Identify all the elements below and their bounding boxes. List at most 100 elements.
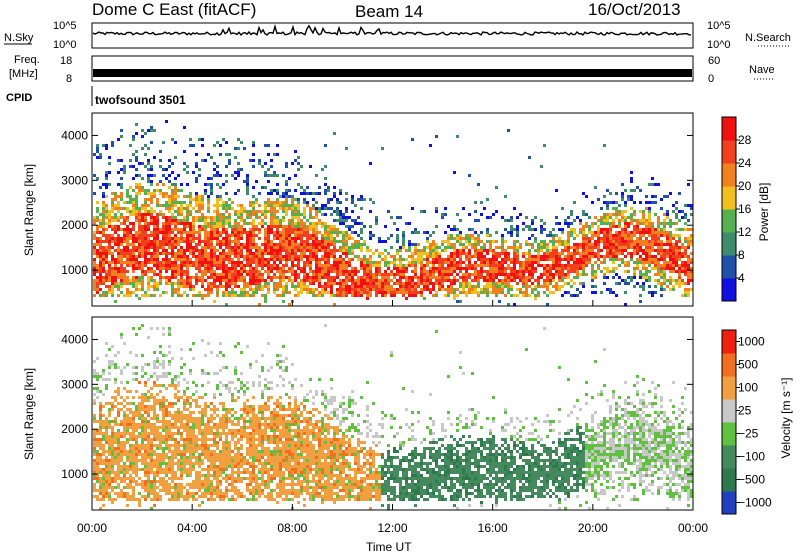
heatmap-cell [555,222,558,225]
heatmap-cell [663,264,666,267]
heatmap-cell [495,240,498,243]
heatmap-cell [282,207,285,210]
heatmap-cell [210,240,213,243]
heatmap-cell [327,252,330,255]
heatmap-cell [270,207,273,210]
heatmap-cell [660,249,663,252]
heatmap-cell [576,249,579,252]
heatmap-cell [312,231,315,234]
heatmap-cell [531,222,534,225]
heatmap-cell [288,270,291,273]
heatmap-cell [135,216,138,219]
heatmap-cell [144,231,147,234]
heatmap-cell [249,204,252,207]
heatmap-cell [222,267,225,270]
heatmap-cell [528,273,531,276]
heatmap-cell [108,210,111,213]
heatmap-cell [225,207,228,210]
heatmap-cell [309,258,312,261]
nsky-panel: N.Sky 10^5 10^0 10^5 10^0 N.Search [4,20,791,51]
heatmap-cell [657,273,660,276]
heatmap-cell [225,204,228,207]
heatmap-cell [630,276,633,279]
heatmap-cell [402,234,405,237]
heatmap-cell [594,240,597,243]
heatmap-cell [471,246,474,249]
heatmap-cell [141,213,144,216]
heatmap-cell [603,255,606,258]
heatmap-cell [186,231,189,234]
heatmap-cell [249,240,252,243]
heatmap-cell [132,468,135,471]
heatmap-cell [588,240,591,243]
heatmap-cell [387,264,390,267]
heatmap-cell [141,129,144,132]
heatmap-cell [453,237,456,240]
heatmap-cell [195,237,198,240]
heatmap-cell [489,264,492,267]
heatmap-cell [219,282,222,285]
heatmap-cell [327,249,330,252]
heatmap-cell [639,276,642,279]
heatmap-cell [534,216,537,219]
heatmap-cell [297,246,300,249]
heatmap-cell [618,213,621,216]
heatmap-cell [234,264,237,267]
heatmap-cell [129,237,132,240]
heatmap-cell [579,291,582,294]
heatmap-cell [138,423,141,426]
heatmap-cell [228,279,231,282]
heatmap-cell [255,288,258,291]
heatmap-cell [162,252,165,255]
heatmap-cell [201,273,204,276]
heatmap-cell [690,228,693,231]
heatmap-cell [285,195,288,198]
heatmap-cell [99,390,102,393]
heatmap-cell [168,264,171,267]
heatmap-cell [516,288,519,291]
heatmap-cell [147,261,150,264]
heatmap-cell [207,258,210,261]
heatmap-cell [462,237,465,240]
heatmap-cell [177,288,180,291]
heatmap-cell [498,291,501,294]
heatmap-cell [111,420,114,423]
heatmap-cell [468,282,471,285]
y-tick-label: 1000 [61,263,88,277]
heatmap-cell [672,252,675,255]
heatmap-cell [324,207,327,210]
heatmap-cell [96,453,99,456]
heatmap-cell [477,294,480,297]
heatmap-cell [123,234,126,237]
heatmap-cell [336,249,339,252]
heatmap-cell [690,252,693,255]
heatmap-cell [219,222,222,225]
heatmap-cell [114,207,117,210]
heatmap-cell [321,207,324,210]
heatmap-cell [597,234,600,237]
heatmap-cell [117,207,120,210]
heatmap-cell [126,504,129,507]
heatmap-cell [297,222,300,225]
heatmap-cell [621,279,624,282]
heatmap-cell [687,258,690,261]
heatmap-cell [411,231,414,234]
heatmap-cell [120,258,123,261]
heatmap-cell [498,264,501,267]
heatmap-cell [210,186,213,189]
heatmap-cell [627,225,630,228]
heatmap-cell [249,267,252,270]
heatmap-cell [606,249,609,252]
heatmap-cell [342,294,345,297]
heatmap-cell [117,288,120,291]
heatmap-cell [465,294,468,297]
heatmap-cell [321,273,324,276]
heatmap-cell [339,222,342,225]
heatmap-cell [633,261,636,264]
heatmap-cell [306,258,309,261]
heatmap-cell [303,216,306,219]
heatmap-cell [639,249,642,252]
heatmap-cell [606,276,609,279]
heatmap-cell [339,246,342,249]
heatmap-cell [105,435,108,438]
